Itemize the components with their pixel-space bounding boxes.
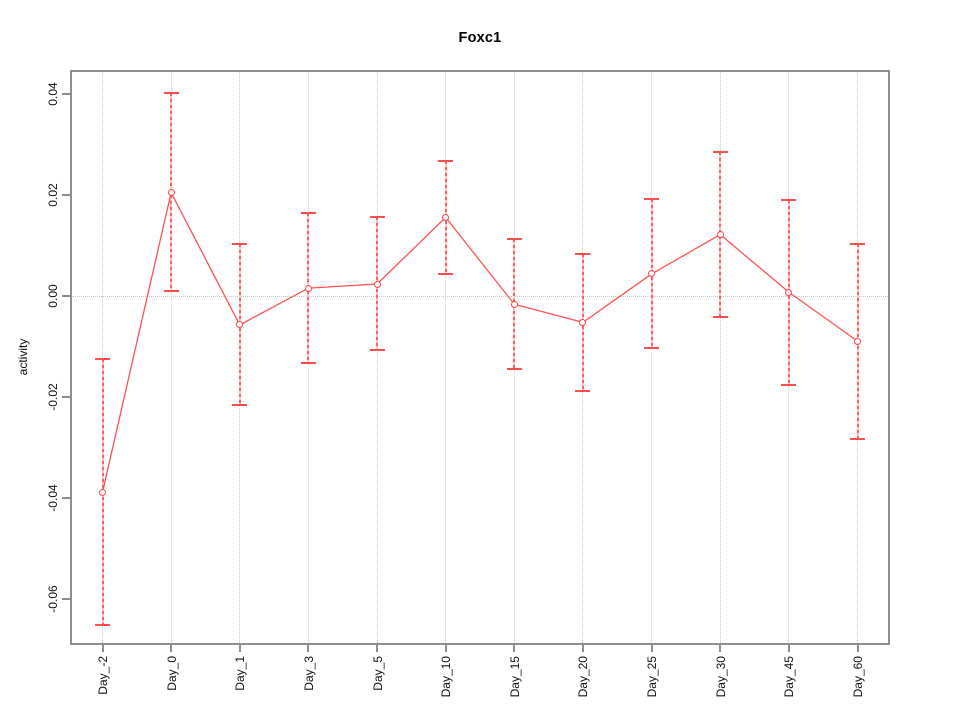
y-tick-mark xyxy=(62,194,70,197)
x-tick-mark xyxy=(787,645,790,652)
x-tick-mark xyxy=(307,645,310,652)
x-tick-label: Day_3 xyxy=(301,656,316,691)
plot-box xyxy=(70,70,890,645)
chart-title: Foxc1 xyxy=(458,30,502,46)
x-tick-mark xyxy=(581,645,584,652)
x-tick-mark xyxy=(719,645,722,652)
x-tick-mark xyxy=(856,645,859,652)
x-tick-mark xyxy=(101,645,104,652)
y-tick-label: 0.02 xyxy=(46,183,60,207)
x-tick-label: Day_1 xyxy=(233,656,248,691)
y-tick-label: 0.04 xyxy=(46,82,60,106)
x-tick-label: Day_15 xyxy=(507,656,522,698)
x-tick-mark xyxy=(444,645,447,652)
y-tick-mark xyxy=(62,295,70,298)
y-axis-label: activity xyxy=(16,338,30,376)
x-tick-mark xyxy=(513,645,516,652)
y-tick-mark xyxy=(62,396,70,399)
x-tick-mark xyxy=(170,645,173,652)
x-tick-label: Day_45 xyxy=(782,656,797,698)
x-tick-mark xyxy=(650,645,653,652)
y-tick-label: -0.02 xyxy=(46,383,60,411)
x-tick-label: Day_30 xyxy=(713,656,728,698)
x-tick-label: Day_-2 xyxy=(96,656,110,695)
x-tick-mark xyxy=(238,645,241,652)
y-tick-label: -0.06 xyxy=(46,585,60,613)
y-tick-label: 0.00 xyxy=(46,284,60,308)
y-tick-mark xyxy=(62,497,70,500)
y-tick-mark xyxy=(62,598,70,601)
y-tick-label: -0.04 xyxy=(46,484,60,512)
x-tick-label: Day_25 xyxy=(645,656,660,698)
y-tick-mark xyxy=(62,93,70,96)
x-tick-label: Day_10 xyxy=(439,656,454,698)
x-tick-label: Day_60 xyxy=(851,656,865,698)
x-tick-mark xyxy=(376,645,379,652)
x-tick-label: Day_5 xyxy=(370,656,385,691)
x-tick-label: Day_0 xyxy=(164,656,179,691)
x-tick-label: Day_20 xyxy=(576,656,591,698)
